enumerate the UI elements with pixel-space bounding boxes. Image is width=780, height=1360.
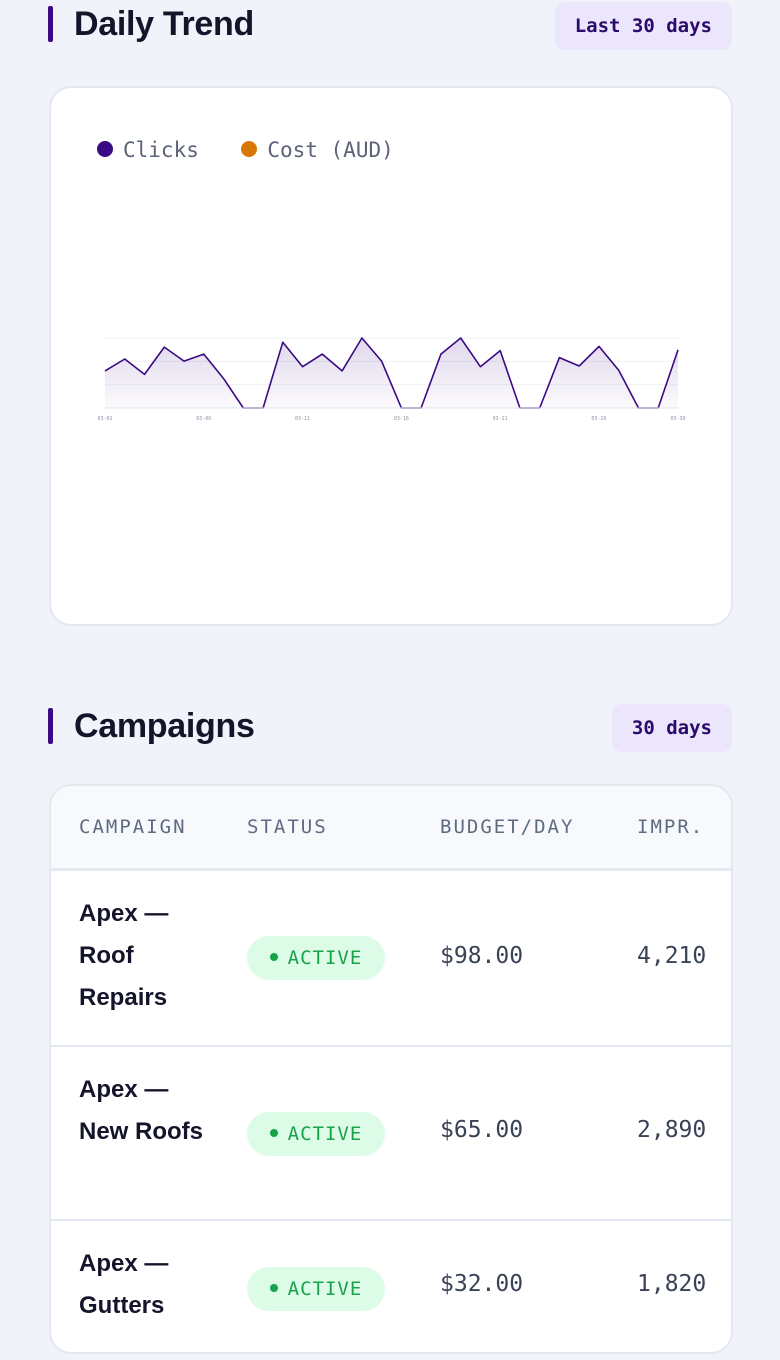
x-tick-label: 03-16 <box>394 416 409 422</box>
x-tick-label: 03-30 <box>670 416 685 422</box>
daily-trend-chart: 03-01 03-06 03-11 03-16 03-21 03-26 03-30 <box>97 337 686 422</box>
budget-value: $98.00 <box>440 943 524 969</box>
table-header: CAMPAIGN STATUS BUDGET/DAY IMPR. <box>51 786 731 871</box>
x-tick-label: 03-01 <box>97 416 112 422</box>
legend-item-cost[interactable]: Cost (AUD) <box>241 138 394 162</box>
legend-label-cost: Cost (AUD) <box>267 138 394 162</box>
daily-trend-header: Daily Trend Last 30 days <box>48 0 732 50</box>
status-badge: ACTIVE <box>247 1267 385 1311</box>
x-tick-label: 03-21 <box>493 416 508 422</box>
column-header-impressions[interactable]: IMPR. <box>637 816 705 838</box>
x-tick-label: 03-11 <box>295 416 310 422</box>
campaigns-title: Campaigns <box>74 707 255 745</box>
budget-value: $65.00 <box>440 1117 524 1143</box>
legend-label-clicks: Clicks <box>123 138 199 162</box>
impressions-value: 4,210 <box>637 943 707 969</box>
status-badge: ACTIVE <box>247 1112 385 1156</box>
daily-trend-card: Clicks Cost (AUD) 03-01 03-06 03-11 03-16 03… <box>49 86 733 626</box>
status-badge: ACTIVE <box>247 936 385 980</box>
legend-item-clicks[interactable]: Clicks <box>97 138 199 162</box>
table-row[interactable]: Apex — New Roofs ACTIVE $65.00 2,890 <box>51 1047 731 1221</box>
column-header-campaign[interactable]: CAMPAIGN <box>79 816 187 838</box>
campaign-name[interactable]: Apex — Gutters <box>79 1250 169 1319</box>
impressions-value: 2,890 <box>637 1117 707 1143</box>
table-row[interactable]: Apex — Roof Repairs ACTIVE $98.00 4,210 <box>51 871 731 1047</box>
status-label: ACTIVE <box>287 947 363 969</box>
chart-legend: Clicks Cost (AUD) <box>97 138 432 170</box>
status-label: ACTIVE <box>287 1278 363 1300</box>
campaigns-table: CAMPAIGN STATUS BUDGET/DAY IMPR. Apex — … <box>49 784 733 1354</box>
impressions-value: 1,820 <box>637 1271 707 1297</box>
section-accent-bar <box>48 6 53 42</box>
clicks-area <box>105 338 678 408</box>
budget-value: $32.00 <box>440 1271 524 1297</box>
campaigns-header: Campaigns 30 days <box>48 700 732 752</box>
date-range-pill[interactable]: Last 30 days <box>554 2 732 50</box>
column-header-budget[interactable]: BUDGET/DAY <box>440 816 575 838</box>
status-dot-icon <box>269 1283 278 1292</box>
campaign-name[interactable]: Apex — New Roofs <box>79 1076 204 1145</box>
daily-trend-title: Daily Trend <box>74 5 254 43</box>
status-dot-icon <box>269 1128 278 1137</box>
campaigns-range-pill[interactable]: 30 days <box>611 704 732 752</box>
table-row[interactable]: Apex — Gutters ACTIVE $32.00 1,820 <box>51 1221 731 1352</box>
legend-dot-clicks <box>97 141 113 157</box>
clicks-series-line <box>104 337 679 409</box>
x-tick-label: 03-06 <box>196 416 211 422</box>
column-header-status[interactable]: STATUS <box>247 816 328 838</box>
status-label: ACTIVE <box>287 1123 363 1145</box>
legend-dot-cost <box>241 141 258 157</box>
campaign-name[interactable]: Apex — Roof Repairs <box>79 900 169 1011</box>
section-accent-bar <box>48 708 53 744</box>
x-tick-label: 03-26 <box>591 416 606 422</box>
status-dot-icon <box>269 952 278 961</box>
